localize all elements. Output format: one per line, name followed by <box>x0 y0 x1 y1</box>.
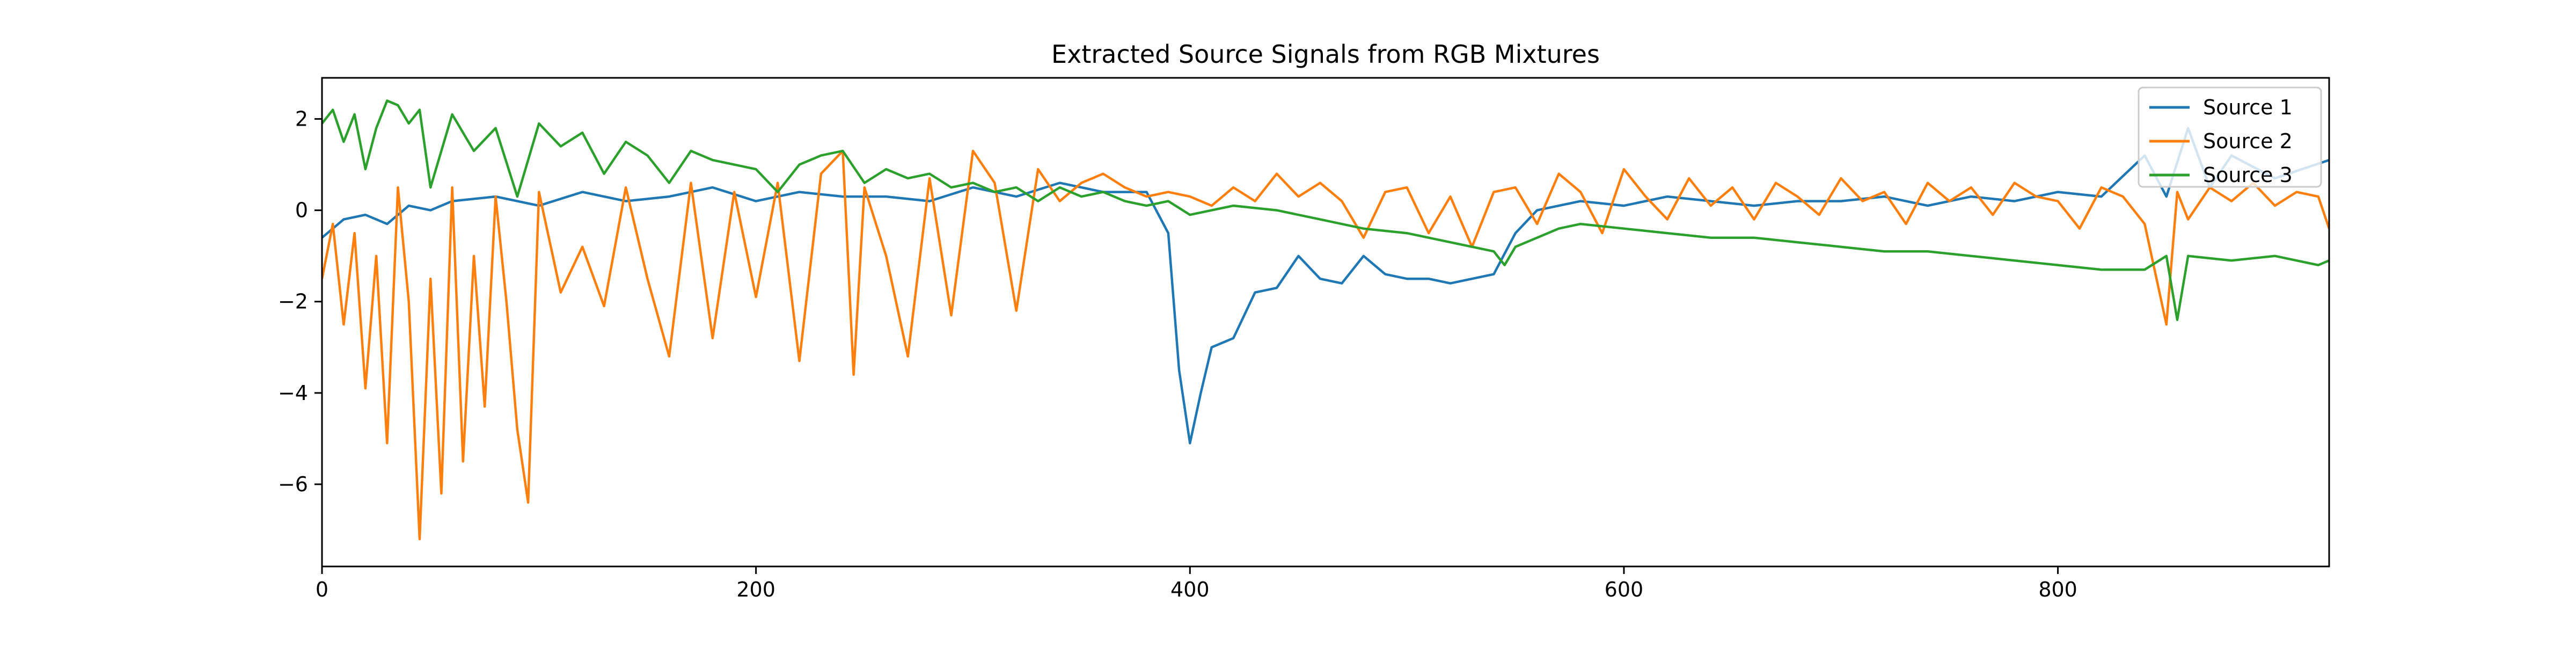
x-tick-label: 800 <box>2038 578 2077 601</box>
legend-label-3: Source 3 <box>2203 163 2293 187</box>
x-tick-label: 0 <box>316 578 328 601</box>
plot-area <box>322 99 2329 541</box>
x-tick-label: 400 <box>1170 578 1210 601</box>
x-tick-label: 200 <box>736 578 775 601</box>
plot-frame <box>321 77 2330 568</box>
x-tick-label: 600 <box>1605 578 1644 601</box>
axes: 0 200 400 600 800 −6 −4 −2 0 2 <box>278 77 2330 601</box>
y-tick-label: −6 <box>278 472 308 496</box>
y-tick-label: 2 <box>295 107 308 131</box>
legend-box <box>2138 86 2322 188</box>
series-line-1 <box>322 127 2329 445</box>
y-tick-label: 0 <box>295 199 308 222</box>
series-line-2 <box>322 149 2329 541</box>
legend-label-2: Source 2 <box>2203 129 2293 153</box>
y-tick-label: −2 <box>278 290 308 314</box>
y-tick-label: −4 <box>278 381 308 405</box>
series-line-3 <box>322 99 2329 321</box>
legend: Source 1 Source 2 Source 3 <box>2138 86 2322 188</box>
chart-title: Extracted Source Signals from RGB Mixtur… <box>1051 40 1600 69</box>
legend-label-1: Source 1 <box>2203 96 2293 119</box>
